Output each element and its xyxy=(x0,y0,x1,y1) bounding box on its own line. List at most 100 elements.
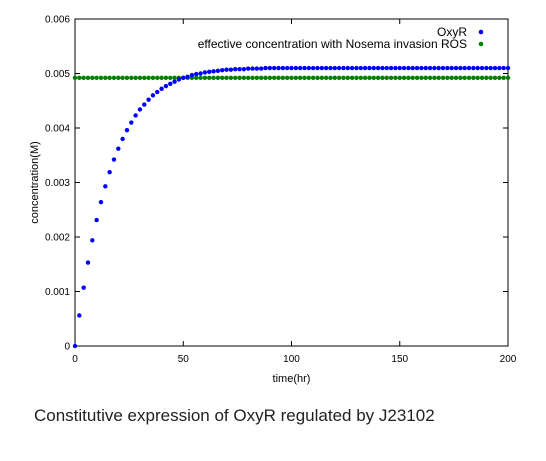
effective-concentration-point xyxy=(77,75,82,81)
effective-concentration-point xyxy=(419,75,424,81)
effective-concentration-point xyxy=(224,75,229,81)
effective-concentration-point xyxy=(349,75,355,81)
effective-concentration-point xyxy=(258,75,264,81)
oxyr-point xyxy=(194,71,199,77)
oxyr-point xyxy=(414,65,420,71)
oxyr-point xyxy=(207,69,212,75)
oxyr-point xyxy=(103,184,108,189)
x-tick-label: 100 xyxy=(283,354,300,365)
oxyr-point xyxy=(220,68,225,73)
oxyr-point xyxy=(475,65,480,71)
effective-concentration-point xyxy=(410,75,415,81)
effective-concentration-point xyxy=(440,75,446,81)
effective-concentration-point xyxy=(332,75,337,81)
effective-concentration-point xyxy=(263,75,268,81)
effective-concentration-point xyxy=(328,75,333,81)
y-tick-label: 0.006 xyxy=(45,15,70,26)
oxyr-point xyxy=(176,77,182,82)
x-tick-label: 0 xyxy=(72,354,78,365)
effective-concentration-point xyxy=(371,75,376,81)
effective-concentration-point xyxy=(241,75,247,81)
oxyr-point xyxy=(388,65,394,71)
effective-concentration-point xyxy=(90,75,95,81)
oxyr-point xyxy=(310,65,316,71)
oxyr-point xyxy=(198,71,203,76)
oxyr-point xyxy=(371,65,376,71)
effective-concentration-point xyxy=(163,75,169,81)
oxyr-point xyxy=(440,65,446,71)
oxyr-point xyxy=(306,65,312,71)
effective-concentration-point xyxy=(120,75,125,81)
effective-concentration-point xyxy=(137,75,143,81)
oxyr-point xyxy=(332,65,337,71)
effective-concentration-point xyxy=(423,75,428,81)
oxyr-point xyxy=(488,65,493,71)
oxyr-point xyxy=(133,113,138,118)
effective-concentration-point xyxy=(453,75,459,81)
effective-concentration-point xyxy=(280,75,286,81)
oxyr-point xyxy=(233,66,238,72)
oxyr-point xyxy=(77,313,82,318)
effective-concentration-point xyxy=(432,75,437,81)
oxyr-point xyxy=(380,65,385,71)
oxyr-point xyxy=(289,65,294,71)
oxyr-point xyxy=(423,65,428,71)
oxyr-point xyxy=(323,65,329,71)
oxyr-point xyxy=(297,65,303,71)
effective-concentration-point xyxy=(254,75,260,81)
oxyr-point xyxy=(315,65,320,71)
oxyr-point xyxy=(267,65,273,71)
oxyr-point xyxy=(163,83,169,89)
effective-concentration-point xyxy=(388,75,394,81)
oxyr-point xyxy=(72,343,78,349)
effective-concentration-point xyxy=(267,75,273,81)
oxyr-point xyxy=(466,65,472,71)
effective-concentration-point xyxy=(471,75,476,81)
oxyr-point xyxy=(419,65,424,71)
legend-label-effective-concentration: effective concentration with Nosema inva… xyxy=(198,37,467,51)
effective-concentration-point xyxy=(397,75,402,81)
oxyr-point xyxy=(250,66,255,71)
oxyr-point xyxy=(492,65,498,71)
effective-concentration-point xyxy=(475,75,480,81)
effective-concentration-point xyxy=(289,75,294,81)
effective-concentration-point xyxy=(146,75,151,81)
effective-concentration-point xyxy=(155,75,160,81)
oxyr-point xyxy=(228,67,234,72)
oxyr-point xyxy=(111,157,117,162)
effective-concentration-point xyxy=(380,75,385,81)
effective-concentration-point xyxy=(484,75,489,81)
legend: OxyR effective concentration with Nosema… xyxy=(198,25,484,51)
effective-concentration-point xyxy=(98,75,104,81)
oxyr-point xyxy=(137,107,143,112)
effective-concentration-point xyxy=(293,75,299,81)
oxyr-point xyxy=(116,146,121,151)
oxyr-point xyxy=(189,72,195,78)
oxyr-point xyxy=(505,65,511,71)
effective-concentration-point xyxy=(85,75,91,81)
effective-concentration-point xyxy=(445,75,450,81)
effective-concentration-point xyxy=(94,75,99,81)
oxyr-point xyxy=(181,75,186,81)
y-tick-label: 0.004 xyxy=(45,124,70,135)
oxyr-point xyxy=(427,65,433,71)
oxyr-point xyxy=(445,65,450,71)
effective-concentration-point xyxy=(341,75,346,81)
effective-concentration-point xyxy=(310,75,316,81)
effective-concentration-point xyxy=(354,75,359,81)
effective-concentration-point xyxy=(393,75,398,81)
oxyr-point xyxy=(375,65,381,71)
effective-concentration-point xyxy=(306,75,312,81)
effective-concentration-point xyxy=(111,75,117,81)
effective-concentration-point xyxy=(194,75,199,81)
effective-concentration-point xyxy=(116,75,121,81)
oxyr-point xyxy=(401,65,407,71)
chart: 0 50 100 150 200 0 0.001 0.002 0.003 0.004 0.005 0.… xyxy=(29,15,517,386)
effective-concentration-point xyxy=(250,75,255,81)
oxyr-point xyxy=(81,285,86,290)
oxyr-point xyxy=(484,65,489,71)
oxyr-point xyxy=(362,65,368,71)
oxyr-point xyxy=(367,65,372,71)
oxyr-point xyxy=(237,66,242,72)
oxyr-point xyxy=(328,65,333,71)
